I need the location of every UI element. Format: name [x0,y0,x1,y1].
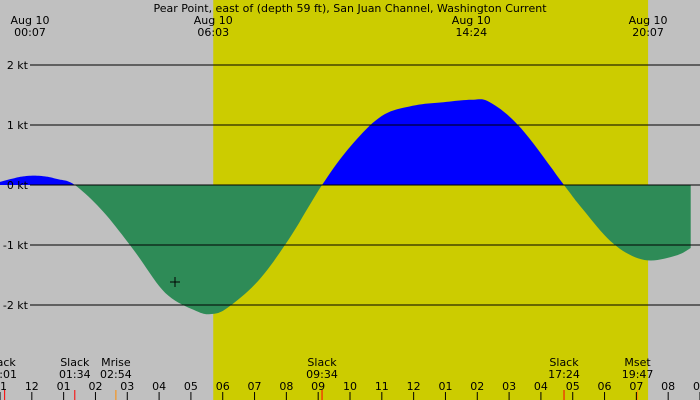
event-time: 01:34 [59,368,91,381]
top-date-label: Aug 10 [194,14,233,27]
event-label: Mset [624,356,651,369]
event-time: 3:01 [0,368,17,381]
x-hour-label: 01 [438,380,452,393]
x-hour-label: 03 [120,380,134,393]
x-hour-label: 04 [534,380,548,393]
top-time-label: 14:24 [455,26,487,39]
x-hour-label: 02 [470,380,484,393]
top-time-label: 20:07 [632,26,664,39]
y-gridlines [30,64,700,306]
y-tick-label: -1 kt [3,239,29,252]
y-tick-labels: 2 kt 1 kt 0 kt -1 kt -2 kt [3,59,29,312]
top-date-label: Aug 10 [452,14,491,27]
event-label: lack [0,356,16,369]
x-hour-label: 12 [25,380,39,393]
flood-area [0,99,691,185]
x-hour-label: 11 [0,380,7,393]
top-date-label: Aug 10 [10,14,49,27]
y-tick-label: 1 kt [7,119,29,132]
top-time-label: 00:07 [14,26,46,39]
event-time: 17:24 [548,368,580,381]
event-label: Slack [549,356,579,369]
x-hour-label: 11 [375,380,389,393]
x-hour-label: 12 [407,380,421,393]
x-hour-label: 05 [566,380,580,393]
event-time: 19:47 [622,368,654,381]
x-hour-label: 09 [693,380,700,393]
chart-title: Pear Point, east of (depth 59 ft), San J… [153,2,547,15]
x-hour-label: 03 [502,380,516,393]
x-hour-label: 02 [88,380,102,393]
x-hour-label: 07 [248,380,262,393]
event-time: 09:34 [306,368,338,381]
x-hour-label: 08 [661,380,675,393]
event-label: Mrise [101,356,131,369]
x-hour-label: 06 [216,380,230,393]
y-tick-label: 0 kt [7,179,29,192]
x-hour-label: 06 [598,380,612,393]
event-label: Slack [307,356,337,369]
x-hour-label: 08 [279,380,293,393]
x-hour-label: 01 [57,380,71,393]
x-hour-label: 05 [184,380,198,393]
x-hour-labels: 11 12 01 02 03 04 05 06 07 08 09 10 11 12 01 02 03 04 05 06… [0,380,700,400]
top-time-label: 06:03 [197,26,229,39]
crosshair-cursor [170,277,180,287]
top-date-label: Aug 10 [629,14,668,27]
event-time: 02:54 [100,368,132,381]
bottom-event-labels: lack3:01Slack01:34Mrise02:54Slack09:34Sl… [0,356,653,400]
x-hour-label: 07 [629,380,643,393]
x-hour-label: 09 [311,380,325,393]
y-tick-label: 2 kt [7,59,29,72]
event-label: Slack [60,356,90,369]
x-hour-label: 10 [343,380,357,393]
y-tick-label: -2 kt [3,299,29,312]
x-hour-label: 04 [152,380,166,393]
